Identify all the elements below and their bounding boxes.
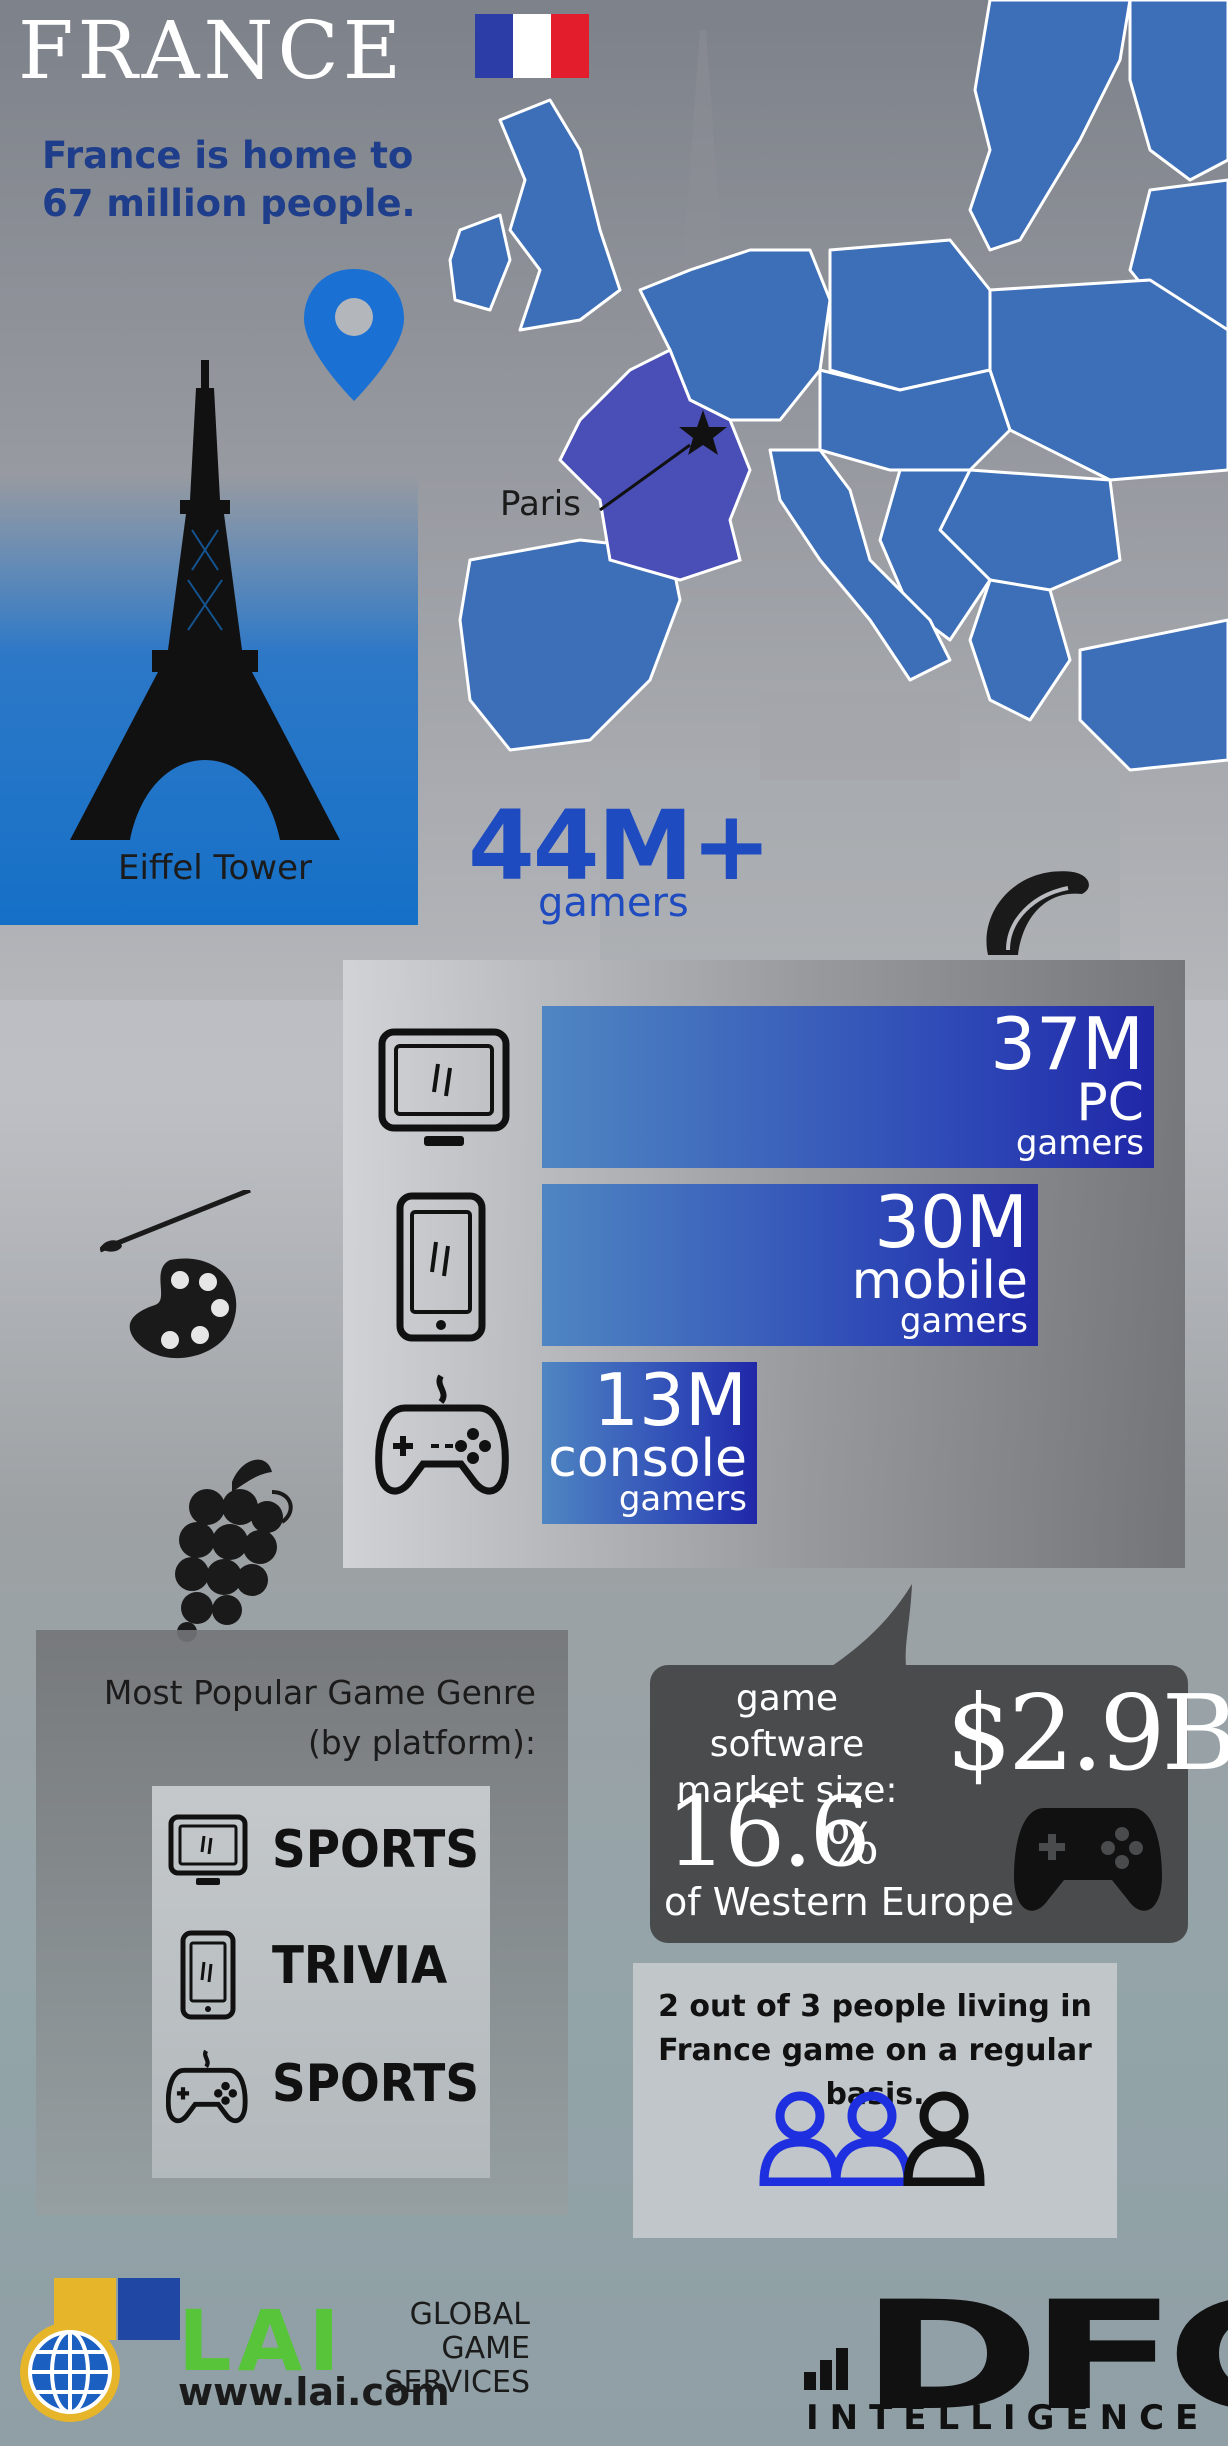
market-label-line1: game software [709, 1678, 865, 1765]
mobile-gamers-suffix: gamers [899, 1301, 1028, 1341]
location-pin-icon [304, 269, 404, 401]
lai-url-link[interactable]: www.lai.com [178, 2370, 450, 2414]
mobile-platform-label: mobile [851, 1251, 1028, 1311]
genre-title-line2: (by platform): [307, 1723, 536, 1762]
page-title: FRANCE [18, 4, 406, 97]
pc-platform-label: PC [1076, 1073, 1144, 1133]
console-gamers-bar: 13M console gamers [542, 1362, 757, 1524]
market-share-number: 16.6 [666, 1776, 871, 1888]
market-speech-tail [810, 1584, 912, 1680]
pc-gamers-suffix: gamers [1015, 1123, 1144, 1163]
pc-gamers-value: 37M [990, 1002, 1144, 1086]
eiffel-tower-label: Eiffel Tower [117, 848, 313, 888]
players-ratio-text: 2 out of 3 people living in France game … [640, 1985, 1110, 2117]
paint-palette-icon [100, 1190, 251, 1359]
croissant-icon [986, 871, 1089, 955]
gamepad-icon [1014, 1808, 1162, 1911]
grapes-icon [175, 1459, 293, 1642]
lai-globe-gear-icon [20, 2278, 180, 2422]
gamepad-icon [375, 1374, 509, 1495]
paris-star-icon [679, 410, 727, 455]
eiffel-tower-icon [70, 360, 340, 840]
smartphone-icon [180, 1930, 236, 2020]
paris-pointer-line [599, 443, 691, 512]
mobile-gamers-value: 30M [874, 1180, 1028, 1264]
genre-mobile: TRIVIA [272, 1936, 448, 1996]
monitor-icon [378, 1028, 510, 1146]
dfc-subtitle: INTELLIGENCE [806, 2398, 1210, 2438]
console-platform-label: console [548, 1429, 747, 1489]
total-gamers-value: 44M+ [468, 790, 772, 902]
people-icons [759, 2091, 985, 2186]
france-highlight [558, 347, 752, 582]
market-share-label: of Western Europe [664, 1880, 1015, 1924]
market-label-line2: market size: [676, 1770, 898, 1811]
players-ratio-line1: 2 out of 3 people living in [658, 1989, 1092, 2024]
lai-logo-text: LAI [178, 2292, 346, 2390]
europe-map [448, 0, 1228, 772]
lai-tagline-line2: SERVICES [384, 2365, 530, 2400]
mobile-gamers-bar: 30M mobile gamers [542, 1184, 1038, 1346]
console-gamers-suffix: gamers [618, 1479, 747, 1519]
lai-tagline: GLOBAL GAME SERVICES [330, 2298, 530, 2400]
smartphone-icon [396, 1192, 486, 1342]
paris-label: Paris [500, 484, 581, 524]
pc-gamers-bar: 37M PC gamers [542, 1006, 1154, 1168]
market-size-label: game software market size: [662, 1676, 912, 1814]
dfc-logo-text: DFC [860, 2270, 1228, 2444]
person-gamer-icon [759, 2091, 841, 2186]
market-size-value: $2.9B [946, 1672, 1228, 1794]
person-gamer-icon [831, 2091, 913, 2186]
monitor-icon [168, 1814, 248, 1885]
genre-console: SPORTS [272, 2054, 480, 2114]
person-non-gamer-icon [903, 2091, 985, 2186]
console-gamers-value: 13M [593, 1358, 747, 1442]
dfc-bars-icon [804, 2348, 848, 2390]
market-share-percent: % [826, 1812, 880, 1877]
france-flag-icon [475, 14, 589, 78]
genre-pc: SPORTS [272, 1820, 480, 1880]
genre-title: Most Popular Game Genre (by platform): [56, 1668, 536, 1768]
population-text: France is home to 67 million people. [42, 134, 416, 225]
gamepad-icon [166, 2049, 248, 2124]
total-gamers-label: gamers [538, 880, 689, 926]
market-size-box [650, 1665, 1188, 1943]
lai-tagline-line1: GLOBAL GAME [409, 2297, 530, 2366]
genre-title-line1: Most Popular Game Genre [103, 1673, 536, 1712]
